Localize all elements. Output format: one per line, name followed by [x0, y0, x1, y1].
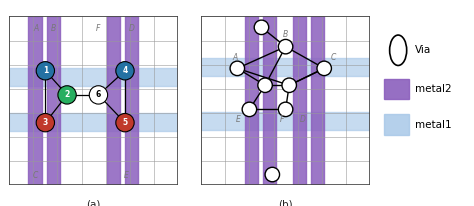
- Bar: [9, 113, 178, 131]
- Circle shape: [116, 62, 134, 80]
- Text: B: B: [283, 30, 288, 39]
- Bar: [125, 16, 138, 185]
- Text: 6: 6: [96, 90, 101, 99]
- Circle shape: [254, 20, 269, 35]
- Text: E: E: [124, 171, 128, 180]
- Circle shape: [89, 86, 108, 104]
- Text: 4: 4: [122, 66, 128, 75]
- Circle shape: [390, 35, 407, 66]
- Circle shape: [242, 102, 256, 117]
- Circle shape: [278, 102, 293, 117]
- Text: 5: 5: [122, 118, 128, 127]
- Circle shape: [278, 39, 293, 54]
- Circle shape: [258, 78, 272, 92]
- Bar: [107, 16, 120, 185]
- Text: Via: Via: [415, 45, 431, 55]
- Text: metal1: metal1: [415, 120, 452, 130]
- Bar: [384, 79, 409, 99]
- Text: A: A: [232, 53, 237, 62]
- Text: E: E: [236, 115, 241, 124]
- Circle shape: [36, 114, 55, 132]
- Text: C: C: [331, 53, 337, 62]
- Text: 3: 3: [43, 118, 48, 127]
- Circle shape: [58, 86, 76, 104]
- Text: 1: 1: [43, 66, 48, 75]
- Text: metal2: metal2: [415, 84, 452, 94]
- Circle shape: [230, 61, 245, 76]
- Bar: [263, 16, 276, 185]
- Bar: [201, 112, 370, 130]
- Bar: [46, 16, 60, 185]
- Text: D: D: [300, 115, 305, 124]
- Text: (a): (a): [86, 200, 101, 206]
- Bar: [384, 115, 409, 135]
- Bar: [201, 57, 370, 76]
- Circle shape: [282, 78, 296, 92]
- Bar: [293, 16, 306, 185]
- Text: (b): (b): [278, 200, 293, 206]
- Bar: [311, 16, 324, 185]
- Text: B: B: [51, 24, 56, 33]
- Bar: [245, 16, 258, 185]
- Text: A: A: [33, 24, 38, 33]
- Text: C: C: [33, 171, 38, 180]
- Text: F: F: [280, 115, 284, 124]
- Bar: [9, 68, 178, 87]
- Circle shape: [265, 167, 280, 182]
- Circle shape: [36, 62, 55, 80]
- Circle shape: [116, 114, 134, 132]
- Bar: [28, 16, 42, 185]
- Text: D: D: [129, 24, 135, 33]
- Text: 2: 2: [64, 90, 70, 99]
- Circle shape: [317, 61, 331, 76]
- Text: F: F: [96, 24, 100, 33]
